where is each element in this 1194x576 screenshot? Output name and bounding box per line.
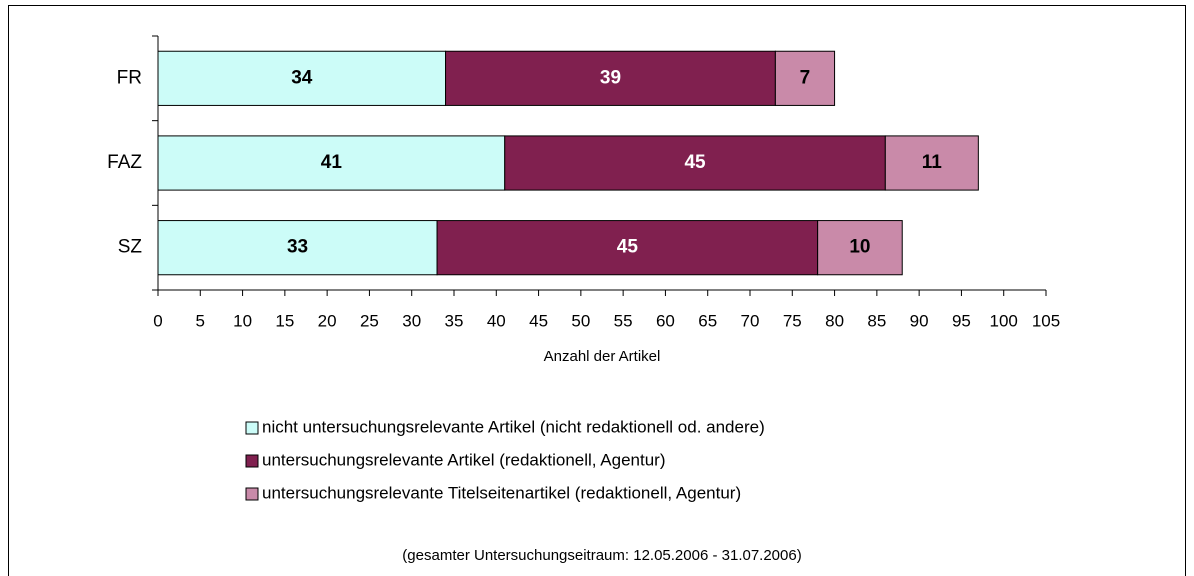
data-label: 41 — [321, 152, 343, 173]
note: (gesamter Untersuchungseitraum: 12.05.20… — [402, 547, 801, 564]
legend-swatch — [245, 454, 259, 468]
x-tick-label: 100 — [990, 311, 1018, 330]
x-tick-label: 30 — [402, 311, 421, 330]
y-tick-label: SZ — [118, 237, 143, 258]
data-label: 34 — [291, 67, 313, 88]
x-tick-label: 10 — [233, 311, 252, 330]
bar-segment — [157, 135, 506, 191]
legend-label: nicht untersuchungsrelevante Artikel (ni… — [262, 417, 765, 436]
x-tick-label: 65 — [698, 311, 717, 330]
legend-label: untersuchungsrelevante Titelseitenartike… — [262, 483, 741, 502]
x-tick-label: 70 — [741, 311, 760, 330]
x-tick-label: 35 — [445, 311, 464, 330]
bar-segment — [504, 135, 886, 191]
bar-segment — [884, 135, 979, 191]
x-tick-label: 0 — [153, 311, 162, 330]
x-tick-label: 40 — [487, 311, 506, 330]
x-tick-label: 80 — [825, 311, 844, 330]
x-tick-label: 90 — [910, 311, 929, 330]
data-label: 7 — [800, 67, 811, 88]
data-label: 11 — [922, 152, 943, 173]
y-tick-label: FR — [117, 67, 142, 88]
bar-segment — [774, 50, 836, 106]
legend-swatch — [245, 421, 259, 435]
bar-segment — [436, 220, 819, 276]
data-label: 33 — [287, 237, 308, 258]
x-tick-label: 50 — [571, 311, 590, 330]
x-tick-label: 15 — [275, 311, 294, 330]
x-tick-label: 55 — [614, 311, 633, 330]
x-tick-label: 20 — [318, 311, 337, 330]
x-tick-label: 60 — [656, 311, 675, 330]
legend-swatch — [245, 487, 259, 501]
x-tick-label: 85 — [867, 311, 886, 330]
x-tick-label: 5 — [196, 311, 205, 330]
data-label: 39 — [600, 67, 621, 88]
data-label: 10 — [849, 237, 870, 258]
bar-segment — [445, 50, 776, 106]
legend-label: untersuchungsrelevante Artikel (redaktio… — [262, 450, 666, 469]
x-tick-label: 75 — [783, 311, 802, 330]
x-tick-label: 45 — [529, 311, 548, 330]
bar-segment — [157, 220, 438, 276]
x-tick-label: 95 — [952, 311, 971, 330]
y-tick-label: FAZ — [107, 152, 142, 173]
x-tick-label: 25 — [360, 311, 379, 330]
data-label: 45 — [684, 152, 706, 173]
data-label: 45 — [617, 237, 639, 258]
x-tick-label: 105 — [1032, 311, 1060, 330]
bar-segment — [817, 220, 903, 276]
bar-segment — [157, 50, 447, 106]
x-axis-label: Anzahl der Artikel — [544, 348, 661, 365]
